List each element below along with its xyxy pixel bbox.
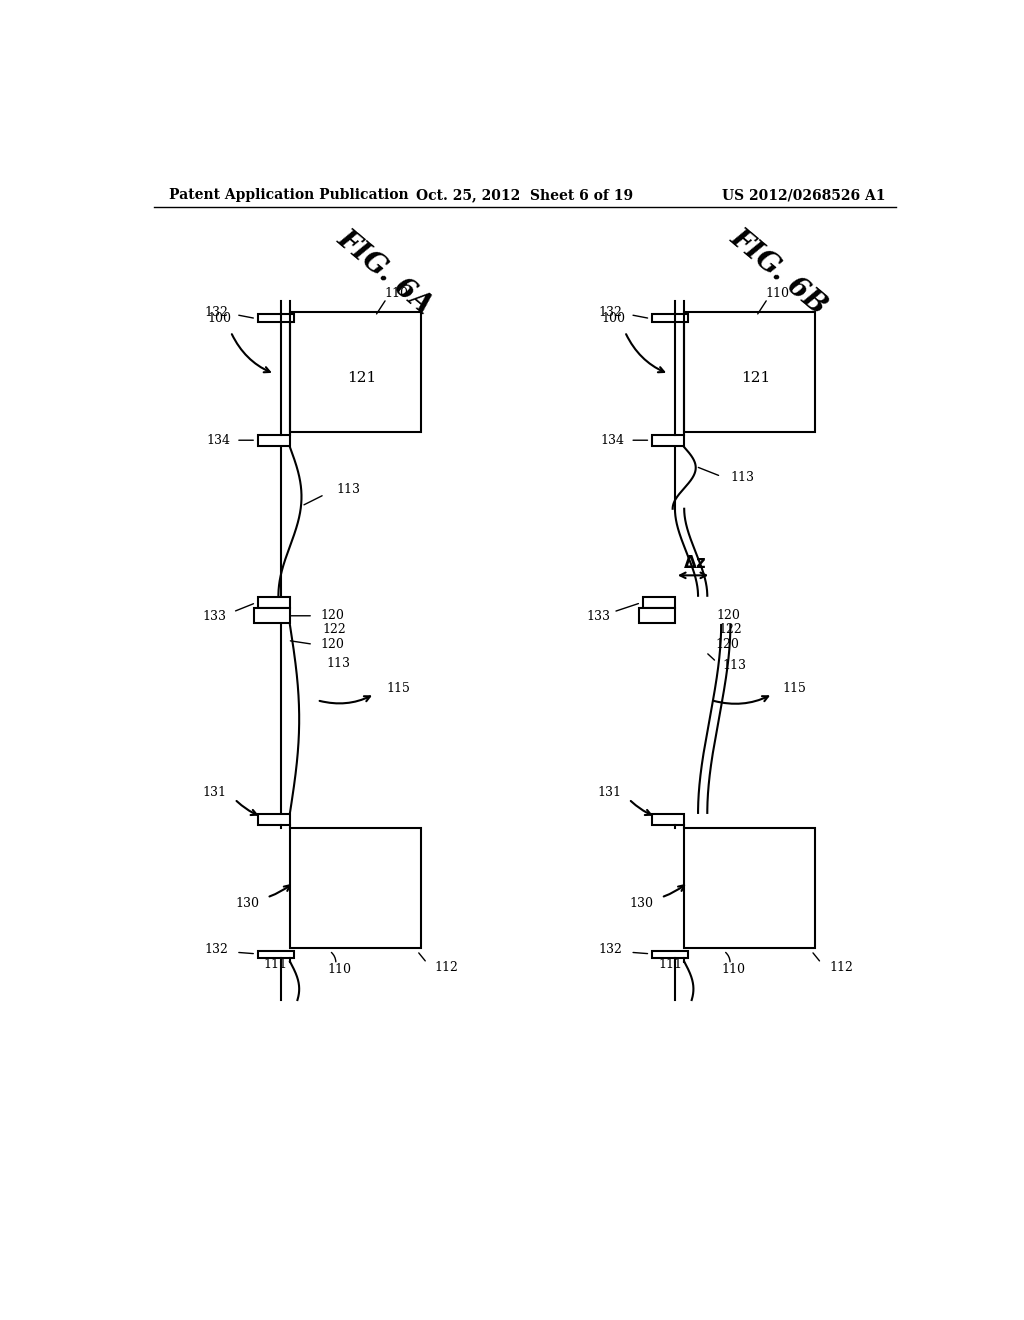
Text: 121: 121 xyxy=(347,371,377,385)
Bar xyxy=(643,598,675,609)
Text: 132: 132 xyxy=(205,942,228,956)
Bar xyxy=(290,829,421,948)
Text: 111: 111 xyxy=(658,958,682,972)
Text: 132: 132 xyxy=(599,306,623,319)
Text: 132: 132 xyxy=(205,306,228,319)
Bar xyxy=(639,609,675,623)
Bar xyxy=(258,950,294,958)
Text: 121: 121 xyxy=(741,371,771,385)
Text: 110: 110 xyxy=(328,962,351,975)
Text: 113: 113 xyxy=(327,657,351,671)
Text: 112: 112 xyxy=(829,961,853,974)
Text: 131: 131 xyxy=(203,787,226,800)
Text: FIG. 6B: FIG. 6B xyxy=(725,224,833,321)
Text: 120: 120 xyxy=(321,610,345,622)
Text: 110: 110 xyxy=(766,286,790,300)
Text: FIG. 6A: FIG. 6A xyxy=(332,224,437,319)
Text: 113: 113 xyxy=(336,483,360,495)
Text: 115: 115 xyxy=(386,682,410,696)
Text: 111: 111 xyxy=(264,958,288,972)
Bar xyxy=(652,950,688,958)
Bar xyxy=(258,314,294,322)
Text: 120: 120 xyxy=(715,638,739,651)
Bar xyxy=(652,314,688,322)
Bar xyxy=(290,313,421,432)
Text: 110: 110 xyxy=(385,286,409,300)
Text: 122: 122 xyxy=(323,623,346,636)
Text: 130: 130 xyxy=(630,898,653,909)
Bar xyxy=(652,434,684,446)
Text: US 2012/0268526 A1: US 2012/0268526 A1 xyxy=(722,189,885,202)
Bar xyxy=(258,598,290,609)
Text: 115: 115 xyxy=(782,682,807,696)
Text: 100: 100 xyxy=(601,312,626,325)
Text: 134: 134 xyxy=(207,434,230,446)
Text: 110: 110 xyxy=(722,962,745,975)
Text: 131: 131 xyxy=(597,787,621,800)
Text: 112: 112 xyxy=(435,961,459,974)
Bar xyxy=(684,829,815,948)
Text: 132: 132 xyxy=(599,942,623,956)
Bar xyxy=(652,814,684,825)
Text: 113: 113 xyxy=(723,659,746,672)
Text: 100: 100 xyxy=(207,312,231,325)
Text: 122: 122 xyxy=(718,623,741,636)
Text: Patent Application Publication: Patent Application Publication xyxy=(169,189,409,202)
Text: 134: 134 xyxy=(601,434,625,446)
Text: 120: 120 xyxy=(321,638,345,651)
Text: Oct. 25, 2012  Sheet 6 of 19: Oct. 25, 2012 Sheet 6 of 19 xyxy=(416,189,634,202)
Text: 130: 130 xyxy=(236,898,259,909)
Text: 120: 120 xyxy=(717,610,740,622)
Text: 133: 133 xyxy=(587,610,610,623)
Text: 133: 133 xyxy=(203,610,226,623)
Bar xyxy=(254,609,290,623)
Bar xyxy=(684,313,815,432)
Bar xyxy=(258,814,290,825)
Text: 113: 113 xyxy=(730,471,755,484)
Text: $\mathbf{\Delta z}$: $\mathbf{\Delta z}$ xyxy=(683,554,707,572)
Bar xyxy=(258,434,290,446)
